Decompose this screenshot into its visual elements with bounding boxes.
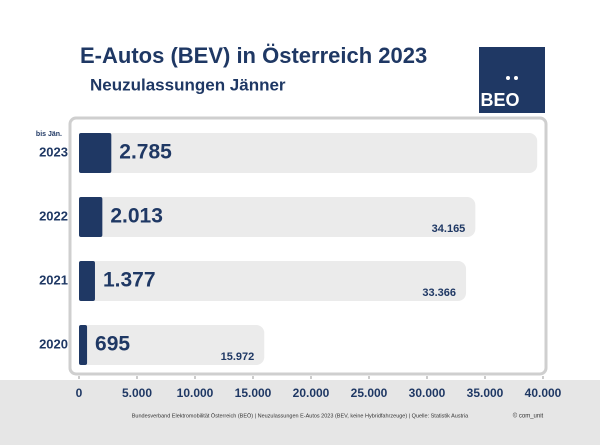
total-bar <box>79 197 476 237</box>
total-bar <box>79 325 265 365</box>
total-bar <box>79 261 467 301</box>
footer-credit: © com_unit <box>513 413 544 420</box>
x-tick-label: 40.000 <box>525 386 562 400</box>
y-tick-label: 2023 <box>39 144 68 159</box>
january-label: 2.013 <box>110 205 163 228</box>
x-tick-label: 5.000 <box>122 386 152 400</box>
total-label: 34.165 <box>432 223 466 235</box>
y-tick-label: 2020 <box>39 336 68 351</box>
january-label: 695 <box>95 333 130 356</box>
january-label: 2.785 <box>119 141 172 164</box>
x-tick-label: 30.000 <box>409 386 446 400</box>
logo-dot <box>514 76 518 80</box>
total-label: 33.366 <box>422 287 456 299</box>
january-bar <box>79 325 88 365</box>
total-label: 15.972 <box>221 351 255 363</box>
x-tick-label: 15.000 <box>235 386 272 400</box>
footer-source: Bundesverband Elektromobilität Österreic… <box>132 412 469 419</box>
x-tick-label: 35.000 <box>467 386 504 400</box>
x-tick-label: 20.000 <box>293 386 330 400</box>
y-tick-label: 2021 <box>39 272 68 287</box>
footer-band <box>0 380 600 445</box>
x-tick-label: 25.000 <box>351 386 388 400</box>
plot-frame <box>68 116 548 376</box>
logo-text: BEO <box>480 90 519 110</box>
logo <box>479 47 545 113</box>
january-bar <box>79 133 112 173</box>
logo-dot <box>506 76 510 80</box>
x-tick-label: 0 <box>76 386 83 400</box>
chart-title: E-Autos (BEV) in Österreich 2023 <box>80 43 427 68</box>
total-bar <box>79 133 538 173</box>
annotation: bis Jän. <box>36 131 62 138</box>
y-tick-label: 2022 <box>39 208 68 223</box>
x-tick-label: 10.000 <box>177 386 214 400</box>
january-label: 1.377 <box>103 269 156 292</box>
january-bar <box>79 197 103 237</box>
january-bar <box>79 261 95 301</box>
chart-subtitle: Neuzulassungen Jänner <box>90 75 286 94</box>
